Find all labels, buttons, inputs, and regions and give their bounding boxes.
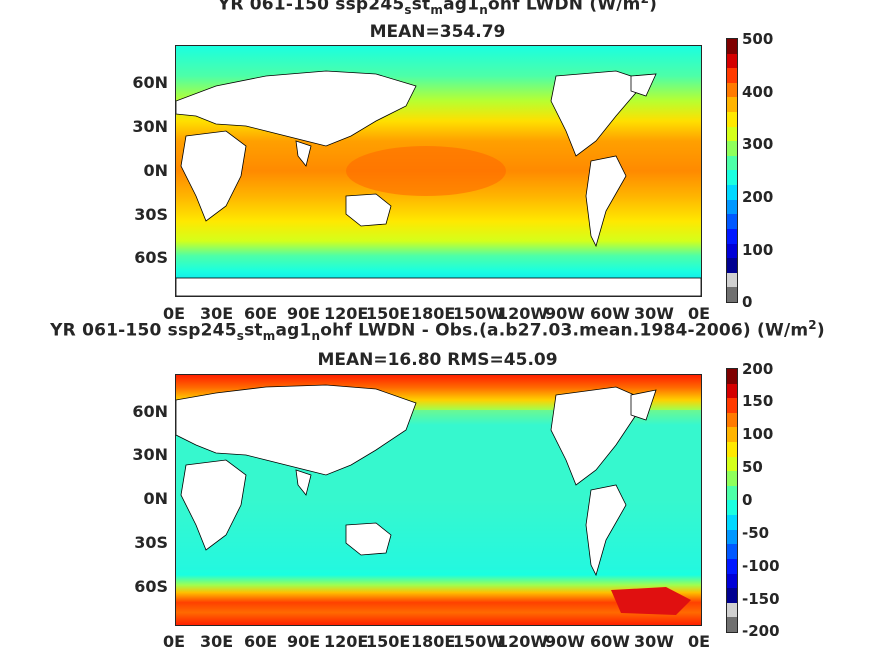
top-lon-tick: 150W <box>453 304 505 323</box>
colorbar-segment <box>727 456 737 472</box>
colorbar-segment <box>727 573 737 589</box>
colorbar-segment <box>727 369 737 384</box>
bottom-lon-tick: 180E <box>411 632 456 651</box>
colorbar-segment <box>727 272 737 288</box>
bottom-lon-tick: 90E <box>287 632 321 651</box>
bottom-lat-30n: 30N <box>132 445 168 464</box>
colorbar-segment <box>727 112 737 127</box>
bottom-cbar-label: 150 <box>742 392 774 410</box>
colorbar-segment <box>727 155 737 171</box>
top-lon-tick: 30E <box>200 304 234 323</box>
bottom-lon-tick: 30E <box>200 632 234 651</box>
top-cbar-label: 100 <box>742 241 774 259</box>
top-mean: MEAN=354.79 <box>369 22 506 42</box>
colorbar-segment <box>727 199 737 215</box>
colorbar-segment <box>727 53 737 69</box>
bottom-lon-tick: 0E <box>688 632 711 651</box>
bottom-lat-60s: 60S <box>134 577 168 596</box>
bottom-lat-60n: 60N <box>132 402 168 421</box>
top-lat-30s: 30S <box>134 205 168 224</box>
bottom-cbar-label: -100 <box>742 557 780 575</box>
bottom-title: YR 061-150 ssp245sstmag1nohf LWDN - Obs.… <box>50 318 825 344</box>
colorbar-segment <box>727 617 737 632</box>
colorbar-segment <box>727 515 737 530</box>
bottom-land <box>176 384 657 577</box>
colorbar-segment <box>727 558 737 574</box>
top-lon-tick: 90E <box>287 304 321 323</box>
bottom-cbar-label: 200 <box>742 360 774 378</box>
bottom-lon-tick: 120W <box>497 632 549 651</box>
top-colorbar <box>726 38 738 303</box>
colorbar-segment <box>727 185 737 200</box>
colorbar-segment <box>727 258 737 273</box>
colorbar-segment <box>727 141 737 156</box>
colorbar-segment <box>727 243 737 259</box>
bottom-colorbar <box>726 368 738 633</box>
colorbar-segment <box>727 602 737 618</box>
top-lon-tick: 120E <box>324 304 369 323</box>
bottom-lon-tick: 60E <box>244 632 278 651</box>
colorbar-segment <box>727 214 737 229</box>
bottom-cbar-label: -200 <box>742 622 780 640</box>
colorbar-segment <box>727 427 737 443</box>
top-cbar-label: 300 <box>742 135 774 153</box>
colorbar-segment <box>727 398 737 413</box>
top-map <box>175 45 702 297</box>
colorbar-segment <box>727 68 737 83</box>
top-lon-tick: 120W <box>497 304 549 323</box>
bottom-lon-tick: 30W <box>634 632 674 651</box>
bottom-map <box>175 374 702 626</box>
top-lat-60n: 60N <box>132 73 168 92</box>
colorbar-segment <box>727 170 737 186</box>
colorbar-segment <box>727 544 737 559</box>
bottom-lat-0n: 0N <box>143 489 168 508</box>
bottom-mean: MEAN=16.80 RMS=45.09 <box>317 350 558 370</box>
colorbar-segment <box>727 97 737 113</box>
top-lon-tick: 60E <box>244 304 278 323</box>
bottom-lon-tick: 150E <box>366 632 411 651</box>
top-lat-30n: 30N <box>132 117 168 136</box>
top-lon-tick: 30W <box>634 304 674 323</box>
top-land <box>176 70 657 248</box>
colorbar-segment <box>727 383 737 399</box>
bottom-lon-tick: 60W <box>590 632 630 651</box>
colorbar-segment <box>727 287 737 302</box>
top-lon-tick: 90W <box>545 304 585 323</box>
top-lon-tick: 180E <box>411 304 456 323</box>
colorbar-segment <box>727 126 737 142</box>
colorbar-segment <box>727 442 737 457</box>
colorbar-segment <box>727 39 737 54</box>
colorbar-segment <box>727 471 737 486</box>
bottom-lon-tick: 150W <box>453 632 505 651</box>
top-title: YR 061-150 ssp245sstmag1nohf LWDN (W/m2) <box>217 0 658 18</box>
bottom-lat-30s: 30S <box>134 533 168 552</box>
top-lat-60s: 60S <box>134 248 168 267</box>
colorbar-segment <box>727 485 737 501</box>
colorbar-segment <box>727 500 737 516</box>
top-cbar-label: 500 <box>742 30 774 48</box>
top-lon-tick: 0E <box>688 304 711 323</box>
top-lon-tick: 0E <box>163 304 186 323</box>
bottom-cbar-label: -150 <box>742 590 780 608</box>
bottom-cbar-label: -50 <box>742 524 770 542</box>
bottom-cbar-label: 100 <box>742 425 774 443</box>
colorbar-segment <box>727 588 737 603</box>
top-lon-tick: 150E <box>366 304 411 323</box>
bottom-lon-tick: 90W <box>545 632 585 651</box>
bottom-cbar-label: 50 <box>742 458 763 476</box>
colorbar-segment <box>727 82 737 98</box>
top-lon-tick: 60W <box>590 304 630 323</box>
bottom-lon-tick: 120E <box>324 632 369 651</box>
top-cbar-label: 0 <box>742 293 753 311</box>
top-antarctica <box>176 277 701 296</box>
colorbar-segment <box>727 412 737 428</box>
bottom-lon-tick: 0E <box>163 632 186 651</box>
colorbar-segment <box>727 529 737 545</box>
colorbar-segment <box>727 228 737 244</box>
top-lat-0n: 0N <box>143 161 168 180</box>
top-cbar-label: 400 <box>742 83 774 101</box>
top-cbar-label: 200 <box>742 188 774 206</box>
bottom-cbar-label: 0 <box>742 491 753 509</box>
